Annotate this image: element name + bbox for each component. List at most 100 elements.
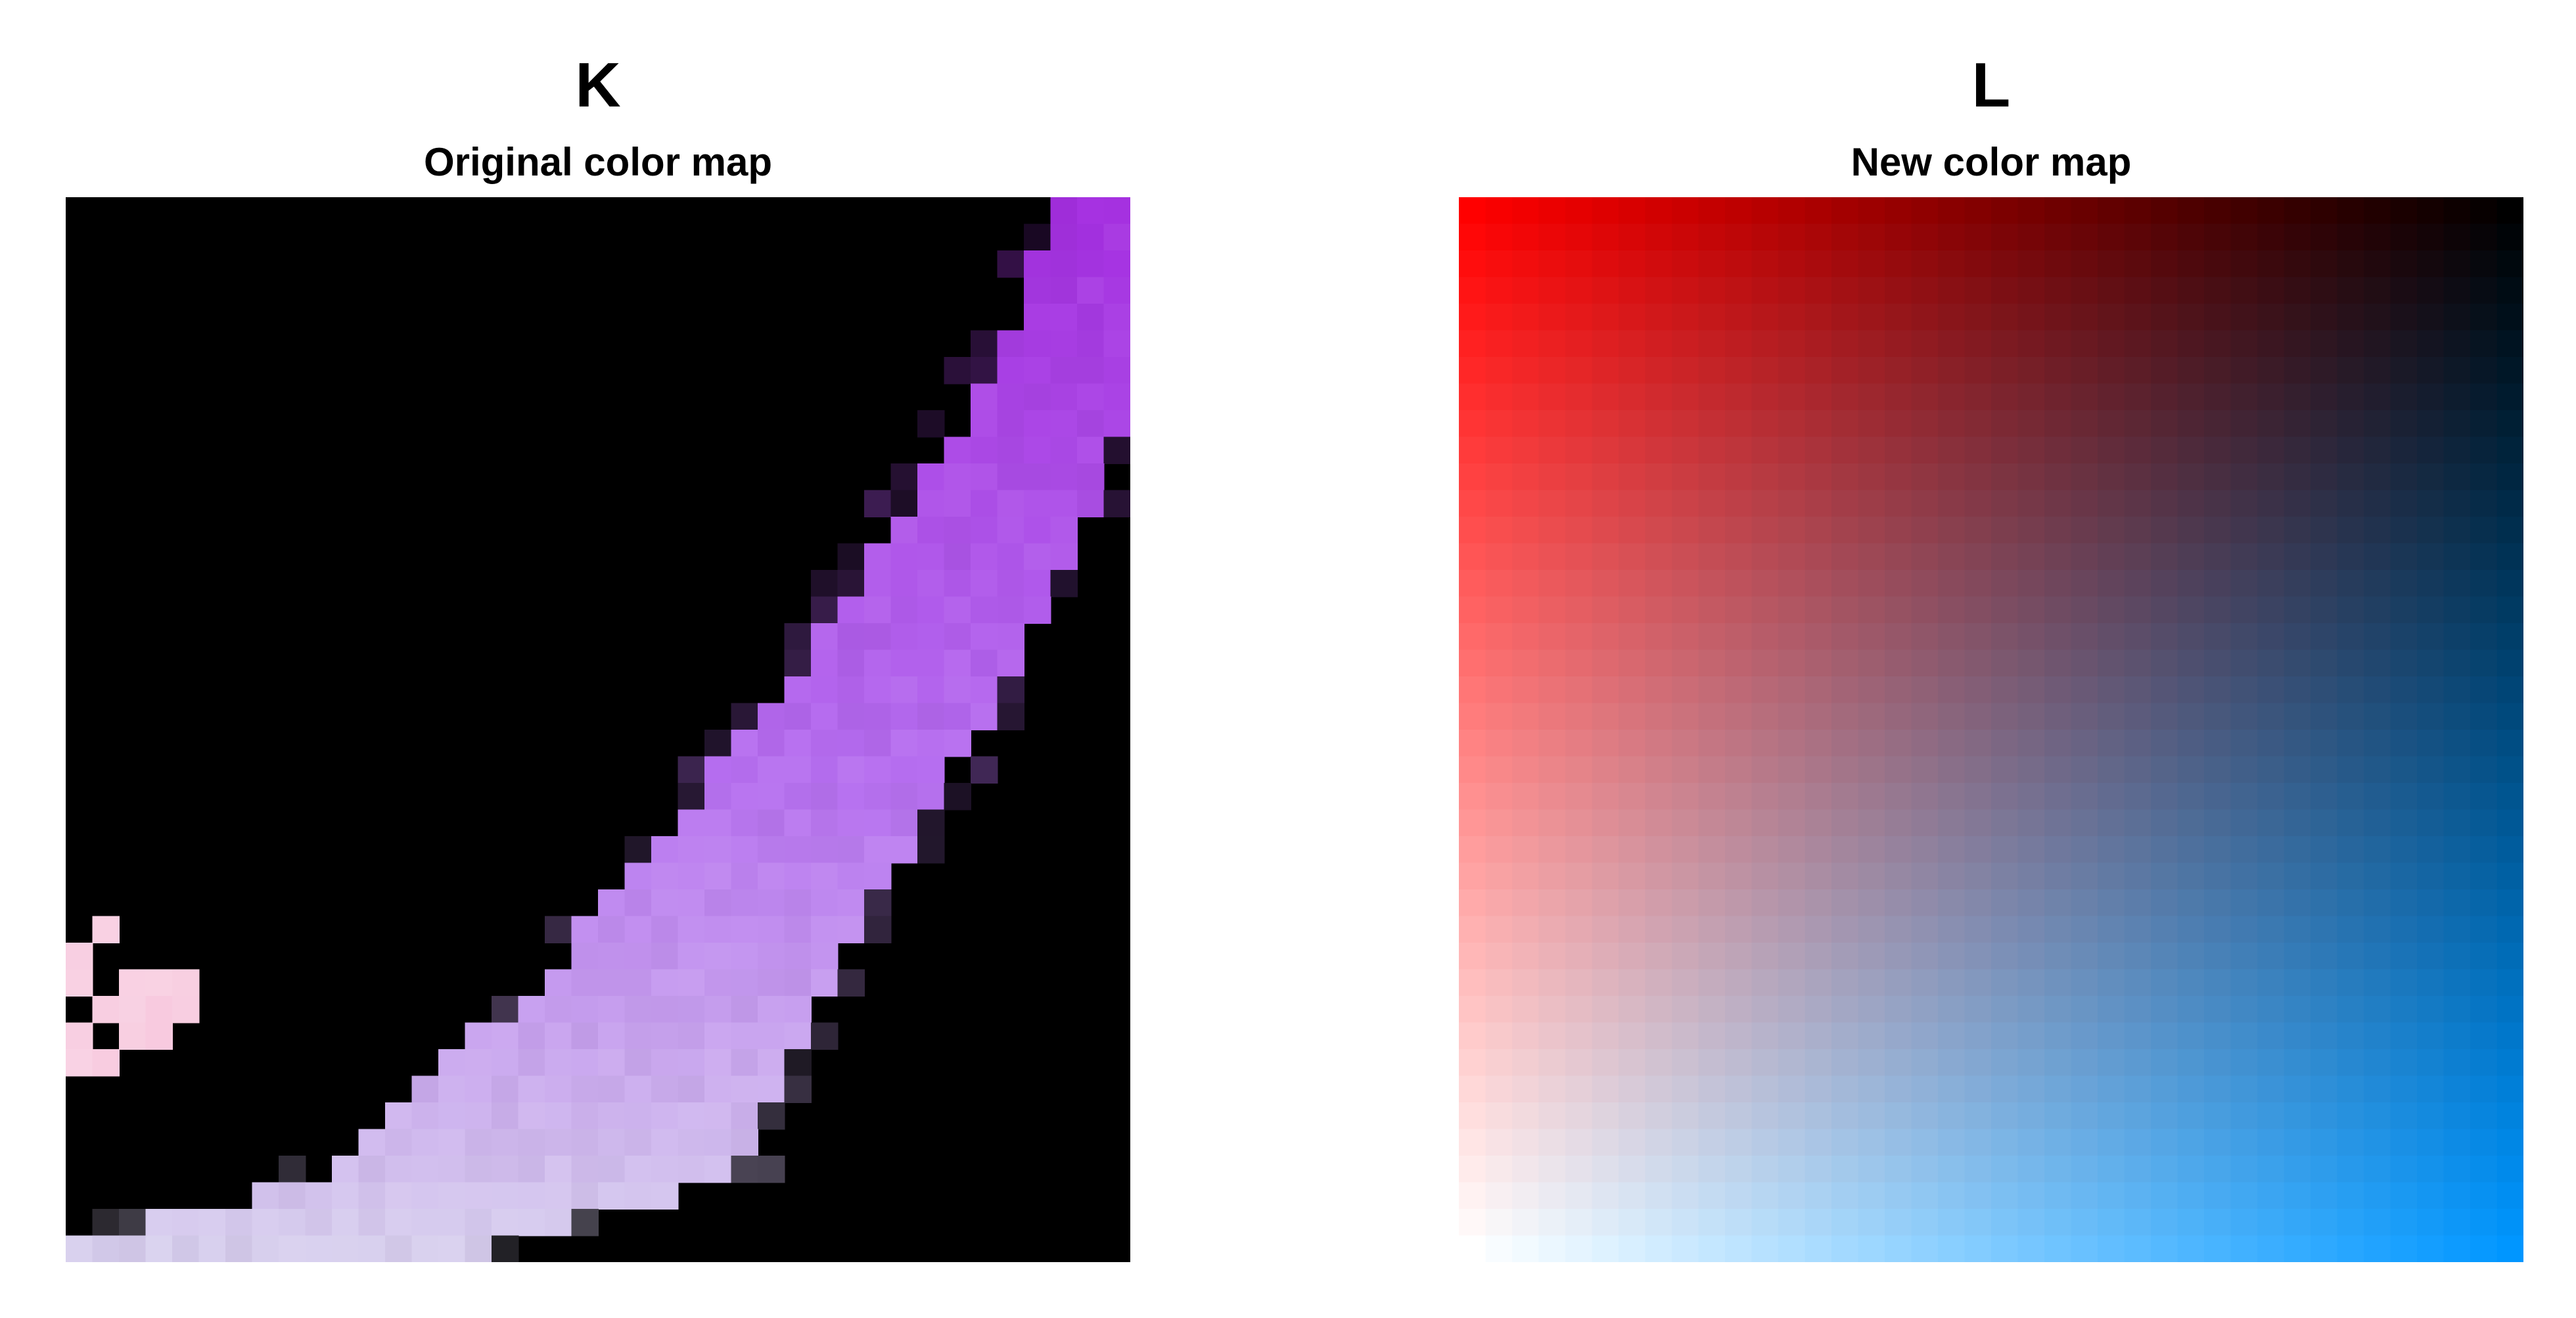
colormap-cell (2098, 383, 2125, 411)
colormap-cell (2311, 490, 2338, 517)
image-pixel (358, 1235, 386, 1262)
colormap-cell (1938, 596, 1966, 624)
colormap-cell (1672, 730, 1699, 757)
colormap-cell (2230, 277, 2258, 304)
colormap-cell (1512, 676, 1540, 704)
colormap-cell (1778, 1182, 1806, 1210)
colormap-cell (2177, 490, 2205, 517)
image-pixel (784, 1075, 812, 1103)
colormap-cell (2017, 836, 2045, 864)
colormap-cell (2417, 517, 2445, 544)
colormap-cell (1991, 943, 2019, 970)
colormap-cell (2311, 862, 2338, 890)
colormap-cell (2044, 277, 2072, 304)
colormap-cell (2337, 357, 2364, 385)
colormap-cell (1885, 1129, 1912, 1156)
colormap-cell (2311, 996, 2338, 1024)
colormap-cell (1911, 383, 1939, 411)
colormap-cell (2017, 1156, 2045, 1183)
colormap-cell (2443, 783, 2471, 811)
colormap-cell (2284, 996, 2311, 1024)
colormap-cell (2124, 197, 2151, 225)
colormap-cell (1885, 730, 1912, 757)
colormap-cell (2337, 1075, 2364, 1103)
colormap-cell (1485, 570, 1513, 598)
colormap-cell (2284, 783, 2311, 811)
colormap-cell (1911, 649, 1939, 677)
colormap-cell (2470, 943, 2498, 970)
colormap-cell (1858, 756, 1885, 784)
colormap-cell (1805, 1235, 1832, 1262)
colormap-cell (2284, 889, 2311, 917)
colormap-cell (1805, 889, 1832, 917)
colormap-cell (2044, 1235, 2072, 1262)
colormap-cell (2470, 436, 2498, 464)
colormap-cell (2071, 889, 2098, 917)
image-pixel (944, 783, 971, 811)
colormap-cell (1938, 436, 1966, 464)
colormap-cell (2177, 1209, 2205, 1236)
colormap-cell (1911, 1102, 1939, 1130)
colormap-cell (1858, 703, 1885, 730)
colormap-cell (2390, 517, 2418, 544)
colormap-cell (2230, 1075, 2258, 1103)
image-pixel (917, 836, 945, 864)
colormap-cell (1725, 1129, 1753, 1156)
colormap-cell (1805, 224, 1832, 251)
image-pixel (997, 517, 1024, 544)
colormap-cell (1619, 224, 1646, 251)
colormap-cell (1565, 916, 1593, 943)
colormap-cell (2044, 543, 2072, 571)
colormap-cell (2124, 1102, 2151, 1130)
image-pixel (1077, 357, 1105, 385)
colormap-cell (1512, 1209, 1540, 1236)
colormap-cell (2124, 1129, 2151, 1156)
panel-subtitle: Original color map (423, 140, 773, 184)
colormap-cell (2364, 436, 2391, 464)
colormap-cell (2098, 357, 2125, 385)
colormap-cell (2257, 436, 2285, 464)
colormap-cell (2204, 596, 2232, 624)
colormap-cell (1885, 1049, 1912, 1077)
colormap-cell (1538, 676, 1566, 704)
colormap-cell (2390, 889, 2418, 917)
image-pixel (890, 756, 918, 784)
colormap-cell (1592, 330, 1619, 358)
colormap-cell (2443, 1235, 2471, 1262)
image-pixel (385, 1182, 413, 1210)
colormap-cell (1858, 1049, 1885, 1077)
colormap-cell (1725, 676, 1753, 704)
panel-letter: K (575, 50, 621, 120)
colormap-cell (2257, 517, 2285, 544)
image-pixel (997, 250, 1024, 278)
image-pixel (837, 543, 865, 571)
colormap-cell (1565, 623, 1593, 651)
colormap-cell (1538, 809, 1566, 837)
colormap-cell (1512, 224, 1540, 251)
colormap-cell (1885, 943, 1912, 970)
colormap-cell (1565, 889, 1593, 917)
colormap-cell (1459, 1075, 1486, 1103)
colormap-cell (1778, 836, 1806, 864)
image-pixel (758, 916, 785, 943)
colormap-cell (1831, 304, 1859, 331)
colormap-cell (2390, 1075, 2418, 1103)
colormap-cell (1485, 943, 1513, 970)
colormap-cell (2204, 649, 2232, 677)
colormap-cell (1911, 436, 1939, 464)
colormap-cell (2257, 703, 2285, 730)
colormap-cell (2098, 224, 2125, 251)
colormap-cell (1538, 862, 1566, 890)
colormap-cell (1672, 916, 1699, 943)
image-pixel (837, 783, 865, 811)
image-pixel (1024, 517, 1051, 544)
colormap-cell (2257, 862, 2285, 890)
colormap-cell (1885, 809, 1912, 837)
image-pixel (598, 1022, 626, 1050)
colormap-cell (1565, 197, 1593, 225)
colormap-cell (1831, 570, 1859, 598)
colormap-cell (1751, 623, 1779, 651)
colormap-cell (1805, 1102, 1832, 1130)
colormap-cell (1672, 490, 1699, 517)
colormap-cell (2230, 676, 2258, 704)
